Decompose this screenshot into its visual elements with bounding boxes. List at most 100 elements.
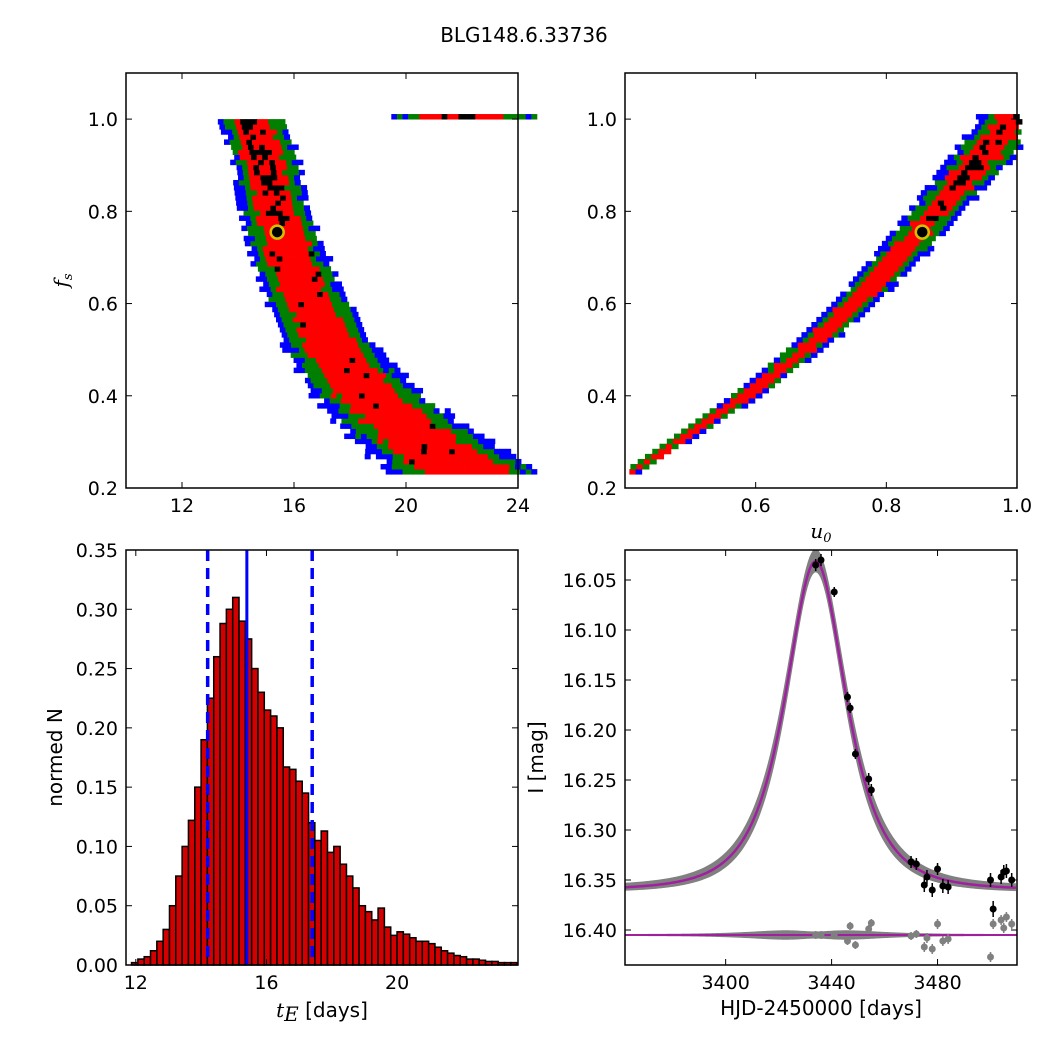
density-cell	[438, 443, 445, 450]
density-cell	[351, 423, 358, 429]
density-cell	[404, 443, 411, 450]
density-cell	[264, 200, 271, 206]
density-cell	[390, 403, 397, 409]
density-cell	[366, 438, 373, 445]
density-cell	[932, 174, 940, 181]
density-cell	[437, 448, 444, 455]
density-cell	[898, 266, 906, 272]
density-cell	[291, 250, 298, 257]
density-cell	[284, 185, 291, 191]
density-cell	[505, 448, 512, 455]
density-cell	[838, 306, 846, 313]
density-cell	[343, 301, 350, 308]
density-cell	[268, 220, 275, 227]
density-cell	[294, 337, 301, 343]
density-cell	[975, 124, 982, 130]
density-cell	[854, 296, 862, 303]
density-cell	[353, 393, 360, 399]
density-cell	[442, 458, 449, 465]
density-cell	[298, 286, 305, 292]
density-cell	[410, 438, 417, 445]
density-cell	[266, 179, 273, 186]
density-cell	[333, 337, 340, 343]
density-cell	[386, 362, 393, 369]
density-cell	[245, 220, 252, 227]
density-cell	[313, 311, 320, 318]
density-cell	[818, 327, 826, 333]
density-cell	[871, 276, 879, 282]
density-cell	[337, 301, 344, 308]
density-cell	[408, 418, 415, 424]
density-cell	[236, 164, 243, 171]
density-cell	[242, 144, 249, 150]
density-cell	[335, 327, 342, 333]
density-cell	[441, 469, 448, 475]
data-point	[987, 876, 995, 884]
histogram-bar	[162, 928, 171, 966]
density-cell	[282, 347, 289, 353]
density-cell	[391, 418, 398, 424]
density-cell	[289, 185, 296, 191]
density-cell	[269, 124, 276, 130]
y-tick-label: 1.0	[88, 109, 118, 131]
density-cell	[302, 327, 309, 333]
density-cell	[239, 134, 246, 140]
density-cell	[358, 362, 365, 369]
density-cell	[239, 215, 246, 221]
density-cell	[345, 403, 352, 409]
density-cell	[455, 438, 462, 445]
density-cell	[322, 306, 329, 313]
density-cell	[422, 408, 429, 414]
density-cell	[440, 423, 447, 429]
density-cell	[279, 327, 286, 333]
density-cell	[508, 114, 515, 120]
density-cell	[461, 433, 468, 440]
density-cell	[318, 296, 325, 303]
density-cell	[433, 433, 440, 440]
density-cell	[258, 250, 265, 257]
density-cell	[827, 337, 835, 343]
y-tick-label: 0.2	[88, 478, 118, 500]
density-cell	[262, 220, 269, 227]
density-cell	[424, 423, 431, 429]
density-cell	[275, 124, 282, 130]
density-cell	[804, 352, 812, 358]
density-cell	[428, 428, 435, 434]
density-cell	[1009, 154, 1017, 161]
density-cell	[477, 448, 484, 455]
density-cell	[686, 433, 694, 440]
density-cell	[352, 327, 359, 333]
density-cell	[253, 144, 260, 150]
density-cell	[380, 398, 387, 404]
density-cell	[442, 464, 449, 470]
data-point	[934, 865, 942, 873]
density-cell	[856, 286, 864, 292]
density-cell	[355, 347, 362, 353]
density-cell	[444, 438, 451, 445]
density-cell	[297, 225, 304, 232]
density-cell	[304, 332, 311, 338]
density-cell	[413, 114, 420, 120]
density-cell	[289, 179, 296, 186]
density-cell	[947, 220, 954, 227]
density-cell	[810, 352, 818, 358]
density-cell	[894, 271, 902, 277]
density-cell	[399, 408, 406, 414]
density-cell	[261, 134, 268, 140]
density-cell	[894, 256, 902, 262]
density-cell	[736, 398, 743, 404]
density-cell	[256, 240, 263, 247]
density-cell	[302, 281, 309, 287]
histogram-bar	[352, 887, 360, 966]
density-cell	[761, 367, 769, 374]
density-cell	[786, 352, 793, 358]
density-cell	[274, 139, 281, 145]
density-cell	[432, 443, 439, 450]
density-cell	[253, 205, 260, 211]
density-cell	[837, 301, 845, 308]
density-cell	[308, 225, 315, 232]
density-cell	[340, 423, 347, 429]
density-cell	[443, 453, 450, 460]
density-cell	[335, 352, 342, 358]
y-tick-label: 0.8	[587, 201, 617, 223]
